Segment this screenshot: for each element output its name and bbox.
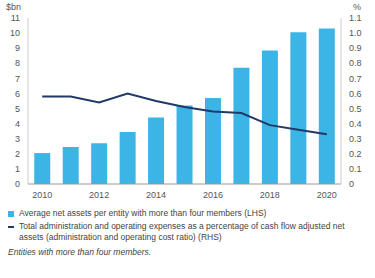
svg-text:2010: 2010 [32,190,52,200]
html-text:$bn: $bn [6,2,21,12]
svg-text:10: 10 [10,28,20,38]
svg-text:1.0: 1.0 [349,28,362,38]
svg-text:2014: 2014 [146,190,166,200]
svg-text:0.8: 0.8 [349,58,362,68]
svg-text:0.7: 0.7 [349,74,362,84]
svg-text:4: 4 [15,119,20,129]
svg-text:0.5: 0.5 [349,104,362,114]
svg-text:11: 11 [11,13,20,23]
svg-text:2020: 2020 [317,190,337,200]
svg-text:0.1: 0.1 [349,164,362,174]
svg-text:9: 9 [15,43,20,53]
svg-text:3: 3 [15,134,20,144]
svg-text:8: 8 [15,58,20,68]
html-text:Entities with more than four m: Entities with more than four members. [8,247,152,257]
html-text:Average net assets per entity: Average net assets per entity with more … [19,208,267,218]
svg-text:2018: 2018 [260,190,280,200]
html-text:Total administration and opera: Total administration and operating expen… [19,221,345,242]
svg-text:0.4: 0.4 [349,119,362,129]
svg-text:1.1: 1.1 [349,13,362,23]
svg-text:0.9: 0.9 [349,43,362,53]
svg-text:0.3: 0.3 [349,134,362,144]
svg-text:0.2: 0.2 [349,149,362,159]
svg-text:6: 6 [15,89,20,99]
svg-text:2012: 2012 [89,190,109,200]
svg-text:0.6: 0.6 [349,89,362,99]
svg-text:0: 0 [15,179,20,189]
svg-text:2: 2 [15,149,20,159]
svg-text:1: 1 [15,164,20,174]
svg-text:7: 7 [15,74,20,84]
svg-text:5: 5 [15,104,20,114]
svg-text:0: 0 [349,179,354,189]
svg-text:2016: 2016 [203,190,223,200]
